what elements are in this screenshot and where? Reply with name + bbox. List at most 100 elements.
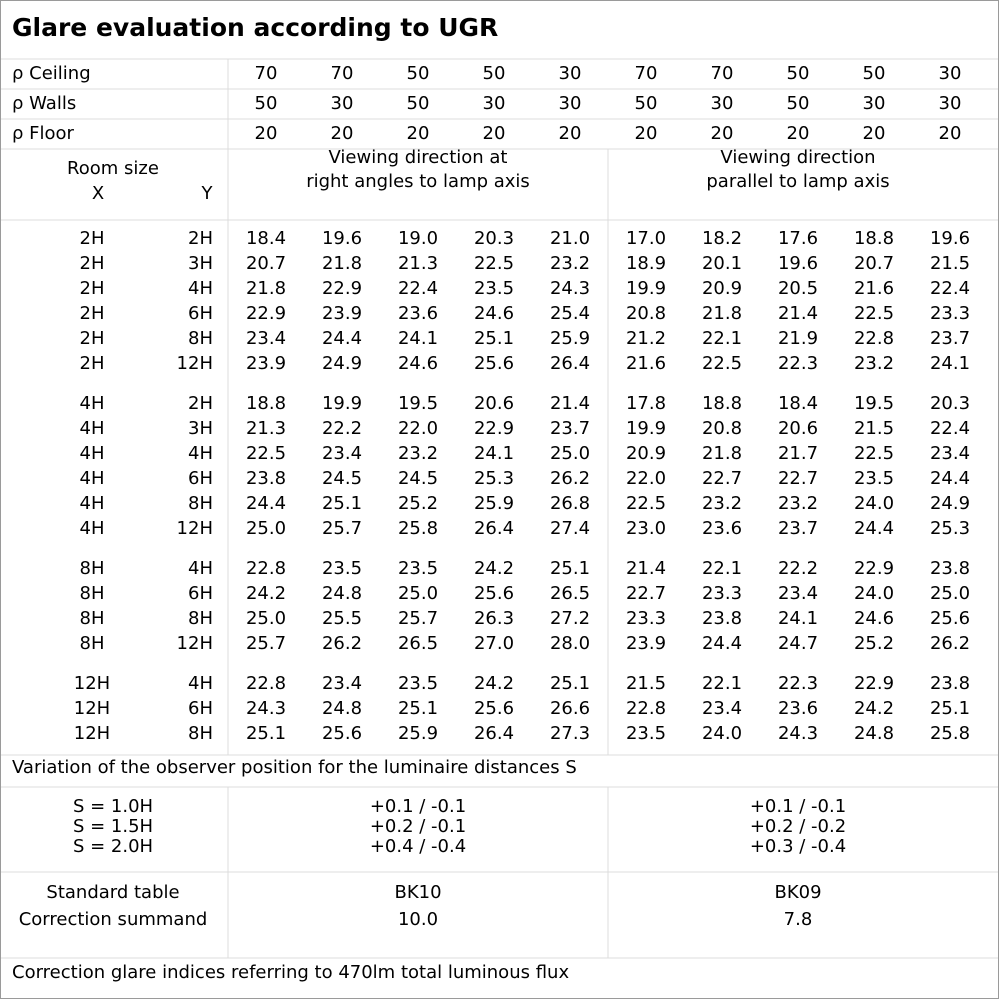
ugr-value: 24.6	[398, 353, 438, 374]
direction-header: Viewing direction at	[329, 147, 508, 168]
ugr-value: 26.5	[398, 633, 438, 654]
standard-right-angles: 10.0	[398, 909, 438, 930]
ugr-value: 22.4	[930, 418, 970, 439]
reflectance-value: 20	[331, 123, 354, 144]
room-y: 4H	[188, 278, 213, 299]
variation-s: S = 1.0H	[73, 796, 153, 817]
ugr-value: 26.5	[550, 583, 590, 604]
direction-header: Viewing direction	[720, 147, 875, 168]
ugr-value: 25.7	[398, 608, 438, 629]
ugr-value: 19.9	[626, 278, 666, 299]
ugr-value: 21.5	[930, 253, 970, 274]
room-x: 8H	[80, 558, 105, 579]
room-x: 2H	[80, 253, 105, 274]
room-y: 8H	[188, 493, 213, 514]
ugr-value: 25.7	[322, 518, 362, 539]
ugr-value: 22.5	[854, 443, 894, 464]
reflectance-value: 30	[559, 63, 582, 84]
ugr-value: 21.4	[626, 558, 666, 579]
ugr-value: 21.3	[398, 253, 438, 274]
ugr-value: 21.7	[778, 443, 818, 464]
ugr-value: 18.2	[702, 228, 742, 249]
variation-right-angles: +0.1 / -0.1	[370, 796, 466, 817]
room-y: 12H	[177, 353, 213, 374]
ugr-value: 24.9	[322, 353, 362, 374]
ugr-value: 17.8	[626, 393, 666, 414]
ugr-value: 23.9	[626, 633, 666, 654]
ugr-value: 23.3	[702, 583, 742, 604]
ugr-value: 21.6	[854, 278, 894, 299]
room-size-x: X	[92, 183, 104, 204]
ugr-value: 23.2	[702, 493, 742, 514]
reflectance-value: 20	[559, 123, 582, 144]
ugr-value: 24.4	[322, 328, 362, 349]
reflectance-label: ρ Floor	[12, 123, 75, 144]
reflectance-value: 30	[483, 93, 506, 114]
variation-parallel: +0.3 / -0.4	[750, 836, 846, 857]
ugr-value: 24.0	[854, 493, 894, 514]
ugr-value: 24.5	[398, 468, 438, 489]
ugr-value: 27.2	[550, 608, 590, 629]
ugr-value: 23.4	[702, 698, 742, 719]
title: Glare evaluation according to UGR	[12, 13, 498, 42]
room-y: 4H	[188, 443, 213, 464]
ugr-value: 24.2	[474, 558, 514, 579]
ugr-value: 25.3	[930, 518, 970, 539]
ugr-value: 22.1	[702, 673, 742, 694]
room-x: 8H	[80, 633, 105, 654]
ugr-value: 25.0	[930, 583, 970, 604]
ugr-value: 25.1	[550, 673, 590, 694]
ugr-value: 19.6	[778, 253, 818, 274]
ugr-value: 22.9	[246, 303, 286, 324]
ugr-value: 22.5	[626, 493, 666, 514]
reflectance-value: 30	[939, 93, 962, 114]
ugr-value: 20.7	[246, 253, 286, 274]
ugr-value: 24.1	[474, 443, 514, 464]
ugr-value: 21.4	[778, 303, 818, 324]
ugr-value: 22.4	[398, 278, 438, 299]
ugr-value: 23.2	[398, 443, 438, 464]
room-x: 2H	[80, 228, 105, 249]
ugr-value: 20.8	[702, 418, 742, 439]
ugr-value: 22.9	[854, 558, 894, 579]
ugr-value: 26.3	[474, 608, 514, 629]
ugr-value: 25.1	[398, 698, 438, 719]
room-x: 12H	[74, 673, 110, 694]
ugr-value: 24.4	[702, 633, 742, 654]
reflectance-value: 50	[407, 93, 430, 114]
ugr-value: 21.5	[626, 673, 666, 694]
room-x: 4H	[80, 493, 105, 514]
room-y: 6H	[188, 303, 213, 324]
ugr-value: 25.1	[930, 698, 970, 719]
reflectance-label: ρ Ceiling	[12, 63, 91, 84]
ugr-value: 22.9	[322, 278, 362, 299]
ugr-value: 25.1	[550, 558, 590, 579]
ugr-value: 20.3	[474, 228, 514, 249]
ugr-value: 22.7	[626, 583, 666, 604]
reflectance-value: 70	[255, 63, 278, 84]
ugr-value: 22.1	[702, 328, 742, 349]
ugr-value: 25.5	[322, 608, 362, 629]
reflectance-value: 50	[787, 63, 810, 84]
reflectance-value: 20	[483, 123, 506, 144]
room-x: 4H	[80, 468, 105, 489]
ugr-value: 19.5	[854, 393, 894, 414]
room-y: 6H	[188, 468, 213, 489]
ugr-value: 24.2	[854, 698, 894, 719]
variation-right-angles: +0.4 / -0.4	[370, 836, 466, 857]
standard-label: Correction summand	[19, 909, 208, 930]
ugr-value: 27.3	[550, 723, 590, 744]
ugr-value: 24.1	[930, 353, 970, 374]
ugr-value: 24.1	[778, 608, 818, 629]
direction-header: parallel to lamp axis	[706, 171, 889, 192]
ugr-value: 23.6	[702, 518, 742, 539]
ugr-value: 21.5	[854, 418, 894, 439]
ugr-value: 20.8	[626, 303, 666, 324]
standard-parallel: 7.8	[784, 909, 813, 930]
ugr-value: 23.6	[778, 698, 818, 719]
ugr-value: 19.5	[398, 393, 438, 414]
ugr-value: 22.4	[930, 278, 970, 299]
ugr-value: 25.3	[474, 468, 514, 489]
reflectance-value: 20	[255, 123, 278, 144]
room-y: 6H	[188, 583, 213, 604]
